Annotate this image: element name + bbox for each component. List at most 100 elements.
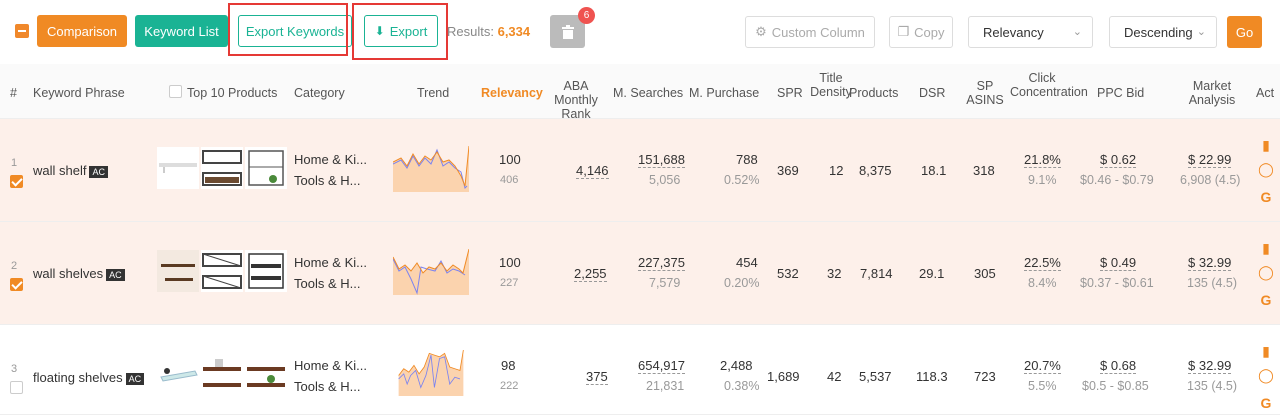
product-thumbnail[interactable] xyxy=(157,250,199,292)
go-button[interactable]: Go xyxy=(1227,16,1262,48)
ppc-bid-value[interactable]: $ 0.68 xyxy=(1100,358,1137,374)
relevancy-sub: 406 xyxy=(500,174,519,186)
header-trend: Trend xyxy=(417,86,450,100)
header-msearches[interactable]: M. Searches xyxy=(613,86,684,100)
product-thumbnail[interactable] xyxy=(157,353,199,395)
copy-button[interactable]: ❐ Copy xyxy=(889,16,953,48)
sort-by-value: Relevancy xyxy=(983,24,1044,40)
product-thumbnail[interactable] xyxy=(157,147,199,189)
product-thumbnail[interactable] xyxy=(201,147,243,189)
more-icon[interactable]: ◯ xyxy=(1258,367,1274,383)
export-button[interactable]: ⬇ Export xyxy=(364,15,438,47)
click-concentration-value[interactable]: 20.7% xyxy=(1024,358,1061,374)
keyword-cell[interactable]: wall shelves AC xyxy=(33,266,125,281)
bar-chart-icon[interactable]: ▮ xyxy=(1262,240,1270,256)
market-price-value[interactable]: $ 22.99 xyxy=(1188,152,1232,168)
trend-sparkline[interactable] xyxy=(393,350,469,396)
header-dsr[interactable]: DSR xyxy=(919,86,946,100)
row-checkbox[interactable] xyxy=(10,381,23,394)
header-relevancy[interactable]: Relevancy xyxy=(481,86,543,100)
table-row[interactable]: 1 wall shelf AC Home & Ki... Tools & H...… xyxy=(0,119,1280,222)
ppc-bid-value[interactable]: $ 0.49 xyxy=(1100,255,1137,271)
dsr-value: 18.1 xyxy=(921,163,947,178)
header-products[interactable]: Products xyxy=(849,86,899,100)
header-spr[interactable]: SPR xyxy=(777,86,803,100)
header-sp-asins[interactable]: SP ASINS xyxy=(966,79,1004,107)
sort-by-select[interactable]: Relevancy ⌄ xyxy=(968,16,1093,48)
table-row[interactable]: 2 wall shelves AC Home & Ki... Tools & H.… xyxy=(0,222,1280,325)
market-reviews-rating: 135 (4.5) xyxy=(1187,276,1238,290)
header-num: # xyxy=(10,86,17,100)
aba-rank-value[interactable]: 4,146 xyxy=(576,163,609,179)
top10-checkbox[interactable] xyxy=(169,85,182,98)
table-row[interactable]: 3 floating shelves AC Home & Ki... Tools … xyxy=(0,325,1280,415)
keyword-cell[interactable]: wall shelf AC xyxy=(33,163,108,178)
keyword-cell[interactable]: floating shelves AC xyxy=(33,370,145,385)
monthly-purchase-rate: 0.20% xyxy=(724,276,760,290)
click-concentration-sub: 9.1% xyxy=(1028,173,1057,187)
header-market-analysis[interactable]: Market Analysis xyxy=(1188,79,1236,107)
product-thumbnail[interactable] xyxy=(245,250,287,292)
keyword-text[interactable]: wall shelves xyxy=(33,266,104,281)
click-concentration-value[interactable]: 21.8% xyxy=(1024,152,1061,168)
copy-icon: ❐ xyxy=(897,24,910,39)
bar-chart-icon[interactable]: ▮ xyxy=(1262,343,1270,359)
sp-asins-value: 318 xyxy=(973,163,995,178)
product-thumbnail[interactable] xyxy=(201,353,243,395)
keyword-text[interactable]: wall shelf xyxy=(33,163,87,178)
keyword-list-button[interactable]: Keyword List xyxy=(135,15,228,47)
order-select[interactable]: Descending ⌄ xyxy=(1109,16,1217,48)
row-number: 2 xyxy=(11,260,18,272)
product-thumbnail[interactable] xyxy=(201,250,243,292)
aba-rank-value[interactable]: 375 xyxy=(586,369,608,385)
export-label: Export xyxy=(389,23,428,39)
relevancy-value: 100 xyxy=(499,152,521,167)
bar-chart-icon[interactable]: ▮ xyxy=(1262,137,1270,153)
keyword-text[interactable]: floating shelves xyxy=(33,370,123,385)
custom-column-label: Custom Column xyxy=(771,24,865,40)
row-checkbox[interactable] xyxy=(10,175,23,188)
header-click-concentration[interactable]: Click Concentration xyxy=(1010,71,1088,99)
header-mpurchase[interactable]: M. Purchase xyxy=(689,86,760,100)
header-aba-rank[interactable]: ABA Monthly Rank xyxy=(554,79,598,121)
category-primary: Home & Ki... xyxy=(294,358,367,373)
product-thumbnail[interactable] xyxy=(245,353,287,395)
row-checkbox[interactable] xyxy=(10,278,23,291)
title-density-value: 42 xyxy=(827,369,842,384)
relevancy-value: 100 xyxy=(499,255,521,270)
google-icon[interactable]: G xyxy=(1260,292,1272,308)
more-icon[interactable]: ◯ xyxy=(1258,264,1274,280)
aba-rank-value[interactable]: 2,255 xyxy=(574,266,607,282)
ppc-bid-range: $0.5 - $0.85 xyxy=(1082,379,1149,393)
category-secondary: Tools & H... xyxy=(294,379,361,394)
product-thumbnail[interactable] xyxy=(245,147,287,189)
monthly-searches-value[interactable]: 227,375 xyxy=(638,255,685,271)
monthly-searches-value[interactable]: 654,917 xyxy=(638,358,685,374)
header-title-density[interactable]: Title Density xyxy=(810,71,852,99)
market-price-value[interactable]: $ 32.99 xyxy=(1188,358,1232,374)
trend-sparkline[interactable] xyxy=(393,249,469,295)
click-concentration-value[interactable]: 22.5% xyxy=(1024,255,1061,271)
spr-value: 532 xyxy=(777,266,799,281)
custom-column-button[interactable]: ⚙ Custom Column xyxy=(745,16,875,48)
trend-sparkline[interactable] xyxy=(393,146,469,192)
google-icon[interactable]: G xyxy=(1260,189,1272,205)
export-keywords-button[interactable]: Export Keywords xyxy=(238,15,352,47)
toolbar: Comparison Keyword List Export Keywords … xyxy=(0,0,1280,64)
monthly-searches-value[interactable]: 151,688 xyxy=(638,152,685,168)
ppc-bid-value[interactable]: $ 0.62 xyxy=(1100,152,1137,168)
trash-icon xyxy=(561,24,574,39)
category-secondary: Tools & H... xyxy=(294,173,361,188)
header-ppc-bid[interactable]: PPC Bid xyxy=(1097,86,1145,100)
comparison-button[interactable]: Comparison xyxy=(37,15,127,47)
more-icon[interactable]: ◯ xyxy=(1258,161,1274,177)
relevancy-value: 98 xyxy=(501,358,516,373)
title-density-value: 32 xyxy=(827,266,842,281)
google-icon[interactable]: G xyxy=(1260,395,1272,411)
row-number: 1 xyxy=(11,157,18,169)
market-price-value[interactable]: $ 32.99 xyxy=(1188,255,1232,271)
select-all-checkbox[interactable] xyxy=(15,24,29,38)
monthly-purchase-rate: 0.38% xyxy=(724,379,760,393)
header-keyword[interactable]: Keyword Phrase xyxy=(33,86,125,100)
dsr-value: 29.1 xyxy=(919,266,945,281)
